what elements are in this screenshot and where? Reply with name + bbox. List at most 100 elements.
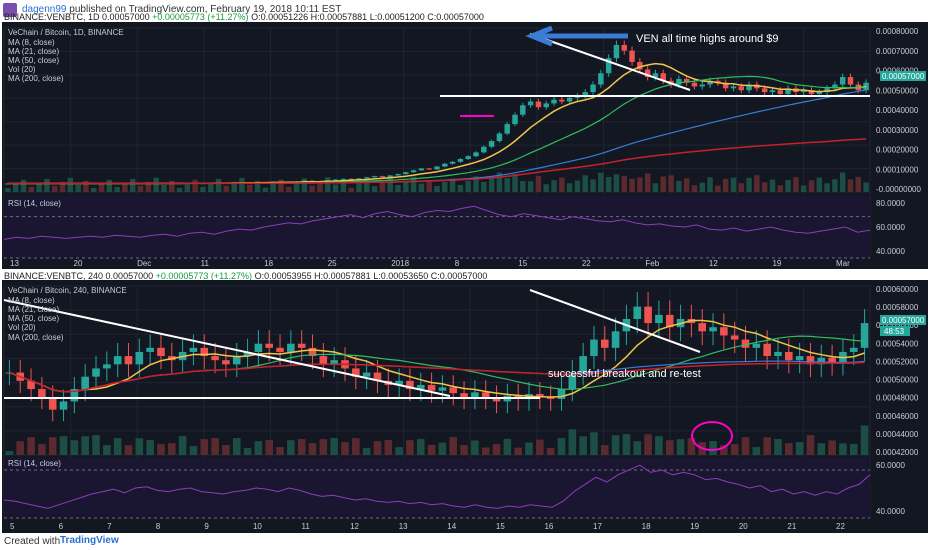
candle-body bbox=[849, 347, 858, 352]
candle-body bbox=[536, 393, 544, 398]
volume-bar bbox=[341, 442, 349, 455]
volume-bar bbox=[849, 444, 858, 455]
rsi-tick: 40.0000 bbox=[876, 507, 905, 516]
volume-bar bbox=[308, 443, 317, 455]
date-tick: 7 bbox=[107, 522, 112, 531]
volume-bar bbox=[362, 448, 371, 455]
volume-bar bbox=[568, 429, 577, 455]
candle-body bbox=[795, 356, 804, 361]
volume-bar bbox=[81, 436, 89, 455]
volume-bar bbox=[286, 186, 292, 192]
candle-body bbox=[364, 177, 370, 179]
volume-bar bbox=[90, 188, 97, 192]
volume-bar bbox=[633, 441, 642, 455]
volume-bar bbox=[808, 180, 815, 192]
volume-bar bbox=[559, 177, 565, 192]
candle-body bbox=[730, 86, 737, 89]
footer-bar: Created with TradingView bbox=[0, 533, 932, 550]
volume-bar bbox=[276, 447, 284, 455]
volume-bar bbox=[153, 177, 159, 192]
candle-body bbox=[644, 69, 651, 78]
volume-bar bbox=[481, 181, 487, 192]
candle-body bbox=[817, 357, 826, 365]
volume-bar bbox=[752, 447, 761, 455]
volume-bar bbox=[395, 447, 403, 455]
candle-body bbox=[613, 44, 620, 59]
date-tick: 19 bbox=[772, 259, 781, 268]
volume-bar bbox=[795, 442, 804, 455]
volume-bar bbox=[660, 176, 666, 192]
candle-body bbox=[438, 387, 447, 391]
volume-bar bbox=[137, 185, 144, 192]
volume-bar bbox=[613, 174, 620, 192]
volume-bar bbox=[427, 444, 436, 455]
volume-bar bbox=[83, 180, 89, 192]
volume-bar bbox=[514, 447, 522, 455]
volume-bar bbox=[590, 432, 598, 455]
volume-bar bbox=[208, 182, 214, 192]
bottom-countdown: 48:53 bbox=[884, 327, 905, 336]
candle-body bbox=[535, 101, 542, 108]
volume-bar bbox=[75, 184, 81, 192]
top-close: C:0.00057000 bbox=[427, 12, 484, 22]
candle-body bbox=[481, 392, 490, 398]
candle-body bbox=[579, 356, 587, 373]
price-tick: 0.00048000 bbox=[876, 394, 919, 403]
candle-body bbox=[800, 90, 807, 93]
volume-bar bbox=[106, 179, 113, 192]
candle-body bbox=[379, 176, 386, 178]
volume-bar bbox=[465, 180, 471, 192]
date-tick: 22 bbox=[582, 259, 591, 268]
date-tick: 20 bbox=[739, 522, 748, 531]
volume-bar bbox=[325, 177, 331, 192]
volume-bar bbox=[36, 182, 42, 192]
candle-body bbox=[449, 387, 458, 394]
date-tick: 2018 bbox=[391, 259, 409, 268]
tradingview-logo[interactable]: TradingView bbox=[60, 535, 119, 546]
top-high: H:0.00057881 bbox=[310, 12, 368, 22]
volume-bar bbox=[535, 175, 542, 192]
date-tick: Mar bbox=[836, 259, 850, 268]
candle-body bbox=[546, 397, 555, 399]
volume-bar bbox=[317, 181, 323, 192]
volume-bar bbox=[16, 441, 25, 455]
candle-body bbox=[730, 335, 739, 340]
trend-line bbox=[529, 33, 691, 91]
volume-bar bbox=[676, 180, 682, 192]
price-tick: 0.00058000 bbox=[876, 303, 919, 312]
author-name[interactable]: dagenn99 bbox=[22, 4, 67, 15]
candle-body bbox=[103, 364, 111, 369]
volume-bar bbox=[254, 180, 261, 192]
volume-bar bbox=[551, 180, 557, 192]
top-legend-ma200: MA (200, close) bbox=[8, 74, 64, 83]
candle-body bbox=[449, 161, 456, 164]
volume-bar bbox=[652, 183, 659, 192]
date-tick: 16 bbox=[544, 522, 553, 531]
footer-created: Created with bbox=[4, 536, 61, 547]
price-tick: 0.00052000 bbox=[876, 357, 919, 366]
volume-bar bbox=[785, 443, 793, 455]
volume-bar bbox=[579, 436, 587, 455]
candle-body bbox=[590, 84, 596, 93]
candle-body bbox=[761, 88, 768, 93]
volume-bar bbox=[687, 438, 696, 455]
volume-bar bbox=[839, 443, 847, 455]
volume-bar bbox=[722, 178, 729, 192]
volume-bar bbox=[860, 425, 869, 455]
candle-body bbox=[146, 347, 154, 352]
volume-bar bbox=[211, 438, 219, 455]
volume-bar bbox=[167, 443, 176, 455]
candle-body bbox=[806, 356, 815, 365]
volume-bar bbox=[720, 445, 728, 455]
date-tick: 10 bbox=[253, 522, 262, 531]
candle-body bbox=[356, 178, 362, 180]
volume-bar bbox=[699, 182, 705, 192]
candle-body bbox=[460, 393, 468, 398]
volume-bar bbox=[473, 176, 479, 192]
charts-canvas[interactable]: 0.00080000 0.00070000 0.00060000 0.00050000… bbox=[0, 0, 932, 533]
candle-body bbox=[527, 101, 534, 106]
date-tick: 25 bbox=[328, 259, 337, 268]
volume-bar bbox=[319, 439, 328, 455]
volume-bar bbox=[566, 183, 573, 192]
candle-body bbox=[348, 178, 354, 180]
